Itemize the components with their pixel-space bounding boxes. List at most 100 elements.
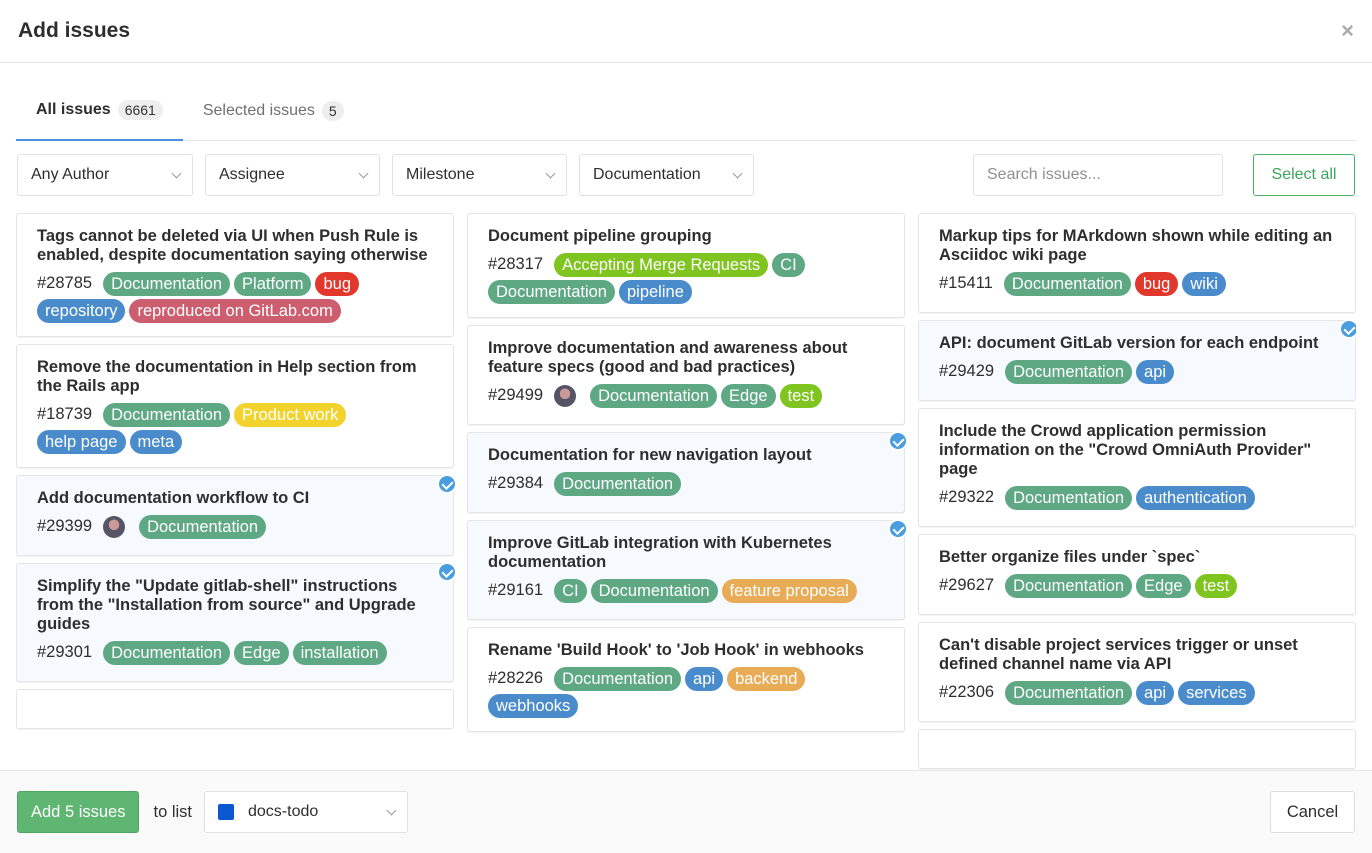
issue-number: #29161 xyxy=(488,581,544,599)
cancel-button[interactable]: Cancel xyxy=(1270,791,1355,833)
issue-label: Documentation xyxy=(1003,271,1131,296)
close-icon[interactable]: × xyxy=(1341,18,1354,43)
issue-number: #29384 xyxy=(488,474,544,492)
issue-title: Include the Crowd application permission… xyxy=(939,422,1312,478)
issue-meta: #29499 Documentation Edge test xyxy=(488,380,884,411)
issue-meta: #28226 Documentation api backend webhooks xyxy=(488,663,884,718)
filter-bar: Any Author Assignee Milestone Documentat… xyxy=(17,154,1355,196)
search-input[interactable] xyxy=(973,154,1223,196)
issue-card[interactable]: Documentation for new navigation layout #… xyxy=(467,431,908,513)
issue-number: #29301 xyxy=(37,643,93,661)
issue-card[interactable]: Better organize files under `spec` #29627… xyxy=(918,534,1356,615)
issue-card[interactable]: Improve documentation and awareness abou… xyxy=(467,325,905,425)
issue-label: Accepting Merge Requests xyxy=(554,252,769,277)
issue-card[interactable] xyxy=(918,729,1356,769)
tab-selected-issues[interactable]: Selected issues 5 xyxy=(183,80,364,141)
chevron-down-icon xyxy=(732,168,743,178)
issue-label: Documentation xyxy=(590,383,718,408)
count-badge: 5 xyxy=(321,100,344,121)
issue-title: Simplify the "Update gitlab-shell" instr… xyxy=(37,577,416,633)
issue-meta: #29429 Documentation api xyxy=(939,356,1335,387)
select-all-button[interactable]: Select all xyxy=(1253,154,1355,196)
issue-label: backend xyxy=(727,666,806,691)
issue-label: Documentation xyxy=(1005,359,1133,384)
to-list-label: to list xyxy=(153,802,192,821)
issue-number: #29399 xyxy=(37,517,93,535)
issue-card[interactable]: Simplify the "Update gitlab-shell" instr… xyxy=(16,562,457,682)
issue-card[interactable]: API: document GitLab version for each en… xyxy=(918,319,1356,401)
milestone-dropdown[interactable]: Milestone xyxy=(392,154,567,196)
issue-label: api xyxy=(1136,680,1175,705)
avatar xyxy=(103,515,126,538)
issue-card[interactable] xyxy=(16,689,454,729)
issue-title: Can't disable project services trigger o… xyxy=(939,636,1298,673)
issue-label: Edge xyxy=(1136,573,1191,598)
check-icon xyxy=(888,519,908,539)
author-dropdown[interactable]: Any Author xyxy=(17,154,193,196)
dropdown-value: Assignee xyxy=(219,166,285,183)
issue-number: #29429 xyxy=(939,362,995,380)
chevron-down-icon xyxy=(545,168,556,178)
check-icon xyxy=(888,431,908,451)
issue-card[interactable]: Document pipeline grouping #28317 Acceptin… xyxy=(467,213,905,318)
issue-card[interactable]: Markup tips for MArkdown shown while edi… xyxy=(918,213,1356,313)
issue-card[interactable]: Add documentation workflow to CI #29399 Do… xyxy=(16,474,457,556)
issue-label: api xyxy=(685,666,724,691)
issue-card[interactable]: Tags cannot be deleted via UI when Push … xyxy=(16,213,454,337)
issue-meta: #18739 Documentation Product work help page… xyxy=(37,399,433,454)
issue-title: Remove the documentation in Help section… xyxy=(37,358,417,395)
issue-label: help page xyxy=(37,430,126,454)
issue-meta: #22306 Documentation api services xyxy=(939,677,1335,708)
issue-label: pipeline xyxy=(618,280,692,304)
list-dropdown[interactable]: docs-todo xyxy=(204,791,408,833)
issue-column: Document pipeline grouping #28317 Acceptin… xyxy=(467,213,908,770)
avatar xyxy=(554,384,577,407)
issue-label: Documentation xyxy=(554,471,682,496)
issue-meta: #28317 Accepting Merge Requests CI Document… xyxy=(488,249,884,304)
issue-label: Documentation xyxy=(488,280,615,304)
list-color-swatch xyxy=(218,803,234,820)
issues-board[interactable]: Tags cannot be deleted via UI when Push … xyxy=(16,213,1356,770)
issue-number: #22306 xyxy=(939,683,995,701)
dropdown-value: Any Author xyxy=(31,166,110,183)
modal-title: Add issues xyxy=(18,19,131,42)
issue-card[interactable]: Rename 'Build Hook' to 'Job Hook' in web… xyxy=(467,627,905,732)
issue-label: Documentation xyxy=(590,578,718,603)
issue-title: Rename 'Build Hook' to 'Job Hook' in web… xyxy=(488,641,864,659)
issue-label: Documentation xyxy=(1005,680,1133,705)
issue-label: services xyxy=(1178,680,1255,705)
tab-all-issues[interactable]: All issues 6661 xyxy=(16,80,183,141)
issue-title: Tags cannot be deleted via UI when Push … xyxy=(37,227,428,264)
issue-title: API: document GitLab version for each en… xyxy=(939,334,1319,352)
issue-label: Product work xyxy=(234,402,347,427)
dropdown-value: Milestone xyxy=(406,166,475,183)
assignee-dropdown[interactable]: Assignee xyxy=(205,154,380,196)
issue-label: Documentation xyxy=(1005,485,1133,510)
issue-label: Documentation xyxy=(554,666,682,691)
issue-column: Tags cannot be deleted via UI when Push … xyxy=(16,213,457,770)
issue-label: reproduced on GitLab.com xyxy=(129,299,341,323)
issue-label: Platform xyxy=(234,271,312,296)
add-issues-button[interactable]: Add 5 issues xyxy=(17,791,140,833)
issue-number: #28317 xyxy=(488,255,544,273)
issue-meta: #29301 Documentation Edge installation xyxy=(37,637,433,668)
issue-label: meta xyxy=(129,430,183,454)
label-dropdown[interactable]: Documentation xyxy=(579,154,754,196)
issue-card[interactable]: Can't disable project services trigger o… xyxy=(918,622,1356,722)
issue-label: Documentation xyxy=(1005,573,1133,598)
issue-meta: #29399 Documentation xyxy=(37,511,433,542)
issue-number: #18739 xyxy=(37,405,93,423)
issue-meta: #28785 Documentation Platform bug repository… xyxy=(37,268,433,323)
issue-title: Document pipeline grouping xyxy=(488,227,712,245)
issue-label: CI xyxy=(772,252,805,277)
issue-number: #29627 xyxy=(939,576,995,594)
issue-label: Documentation xyxy=(103,402,231,427)
issue-label: Documentation xyxy=(103,640,231,665)
issue-label: webhooks xyxy=(488,694,579,718)
modal-footer: Add 5 issues to list docs-todo Cancel xyxy=(0,770,1372,853)
issue-label: Edge xyxy=(721,383,776,408)
issue-card[interactable]: Remove the documentation in Help section… xyxy=(16,344,454,468)
issue-card[interactable]: Include the Crowd application permission… xyxy=(918,408,1356,527)
issue-title: Improve GitLab integration with Kubernet… xyxy=(488,534,832,571)
issue-card[interactable]: Improve GitLab integration with Kubernet… xyxy=(467,519,908,620)
